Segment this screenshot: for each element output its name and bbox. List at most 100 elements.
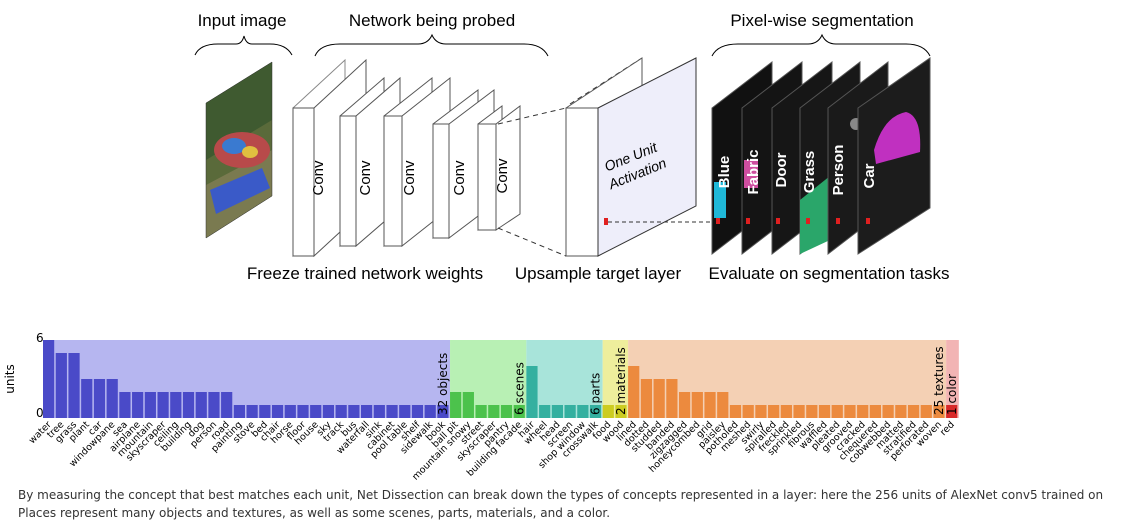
bar-book (437, 405, 449, 418)
bar-pantry (500, 405, 513, 418)
seg-label-car: Car (861, 163, 878, 188)
group-label-objects: 32 objects (436, 353, 450, 415)
bar-pleated (831, 405, 843, 418)
bar-skyscraper (488, 405, 500, 418)
bar-crosswalk (589, 405, 602, 418)
bar-freckled (780, 405, 792, 418)
bar-building (182, 392, 195, 418)
bar-chequered (869, 405, 881, 418)
bar-honeycombed (691, 392, 703, 418)
bar-sprinkled (793, 405, 805, 418)
bar-food (602, 405, 614, 418)
bar-cobwebbed (882, 405, 894, 418)
bar-potholed (729, 405, 742, 418)
bar-car (93, 379, 106, 418)
bar-meshed (742, 405, 754, 418)
bar-mountain (144, 392, 156, 418)
input-image (205, 61, 273, 239)
bar-matted (895, 405, 907, 418)
seg-layer-car: Car (857, 57, 931, 255)
figure-caption: By measuring the concept that best match… (18, 488, 1104, 520)
bar-paisley (717, 392, 729, 418)
bar-grass (68, 353, 80, 418)
bar-swirly (755, 405, 767, 418)
bar-grid (704, 392, 716, 418)
bar-airplane (132, 392, 144, 418)
bar-sidewalk (424, 405, 436, 418)
segmentation-brace (711, 33, 931, 57)
segmentation-label: Pixel-wise segmentation (730, 11, 913, 30)
bar-floor (297, 405, 309, 418)
bar-plant (81, 379, 93, 418)
bar-stove (246, 405, 258, 418)
bar-woven (933, 405, 945, 418)
bar-banded (666, 379, 678, 418)
x-tick-label: red (938, 419, 957, 438)
bar-tree (55, 353, 67, 418)
conv-label: Conv (451, 160, 468, 196)
y-tick-max: 6 (36, 331, 44, 345)
bar-cracked (857, 405, 869, 418)
upsample-block: One Unit Activation (565, 57, 697, 257)
group-label-materials: 2 materials (614, 347, 628, 415)
conv-label: Conv (357, 160, 374, 196)
bar-dog (195, 392, 207, 418)
bar-pool-table (399, 405, 411, 418)
bar-wood (615, 405, 627, 418)
seg-label-door: Door (773, 152, 790, 187)
bar-sky (322, 405, 335, 418)
bar-perforated (920, 405, 932, 418)
bar-windowpane (106, 379, 118, 418)
bar-sink (373, 405, 385, 418)
seg-label-person: Person (830, 145, 847, 196)
bar-waterfall (361, 405, 373, 418)
bar-sea (119, 392, 131, 418)
bar-track (335, 405, 347, 418)
bar-shelf (411, 405, 424, 418)
bar-screen (564, 405, 576, 418)
group-label-parts: 6 parts (589, 373, 603, 415)
bar-chair (271, 405, 284, 418)
bar-road (221, 392, 233, 418)
network-label: Network being probed (349, 11, 515, 30)
group-label-scenes: 6 scenes (512, 362, 526, 415)
upsample-label: Upsample target layer (515, 264, 682, 283)
bar-waffled (818, 405, 831, 418)
bar-building-facade (513, 405, 525, 418)
bar-water (43, 340, 55, 418)
evaluate-label: Evaluate on segmentation tasks (709, 264, 950, 283)
group-label-color: 1 color (945, 374, 959, 415)
bar-mountain-snowy (462, 392, 474, 418)
bar-lined (628, 366, 640, 418)
y-tick-zero: 0 (36, 406, 44, 420)
bar-fibrous (806, 405, 818, 418)
bar-zigzagged (679, 392, 691, 418)
conv-label: Conv (310, 160, 327, 196)
bar-person (208, 392, 220, 418)
seg-label-grass: Grass (801, 151, 818, 194)
bar-grooved (844, 405, 856, 418)
y-axis-label: units (3, 364, 17, 394)
bar-dotted (640, 379, 653, 418)
bar-house (310, 405, 322, 418)
bar-painting (233, 405, 245, 418)
bar-ball-pit (450, 392, 462, 418)
bar-hair (526, 366, 538, 418)
activation-dot (604, 218, 608, 225)
bar-bed (259, 405, 271, 418)
conv-label: Conv (401, 160, 418, 196)
bar-wheel (539, 405, 551, 418)
input-brace (194, 35, 293, 56)
group-label-textures: 25 textures (932, 346, 946, 415)
bar-spiralled (768, 405, 780, 418)
bar-stratified (907, 405, 920, 418)
concept-bar-chart: units 6 0 watertreegrassplantcarwindowpa… (3, 331, 959, 483)
bar-cabinet (386, 405, 398, 418)
bar-skyscraper (157, 392, 169, 418)
bar-street (475, 405, 487, 418)
network-diagram: Input image Network being probed Pixel-w… (194, 11, 950, 283)
conv-label: Conv (494, 158, 511, 194)
bar-studded (653, 379, 665, 418)
seg-label-fabric: Fabric (745, 149, 762, 194)
network-brace (314, 33, 549, 57)
